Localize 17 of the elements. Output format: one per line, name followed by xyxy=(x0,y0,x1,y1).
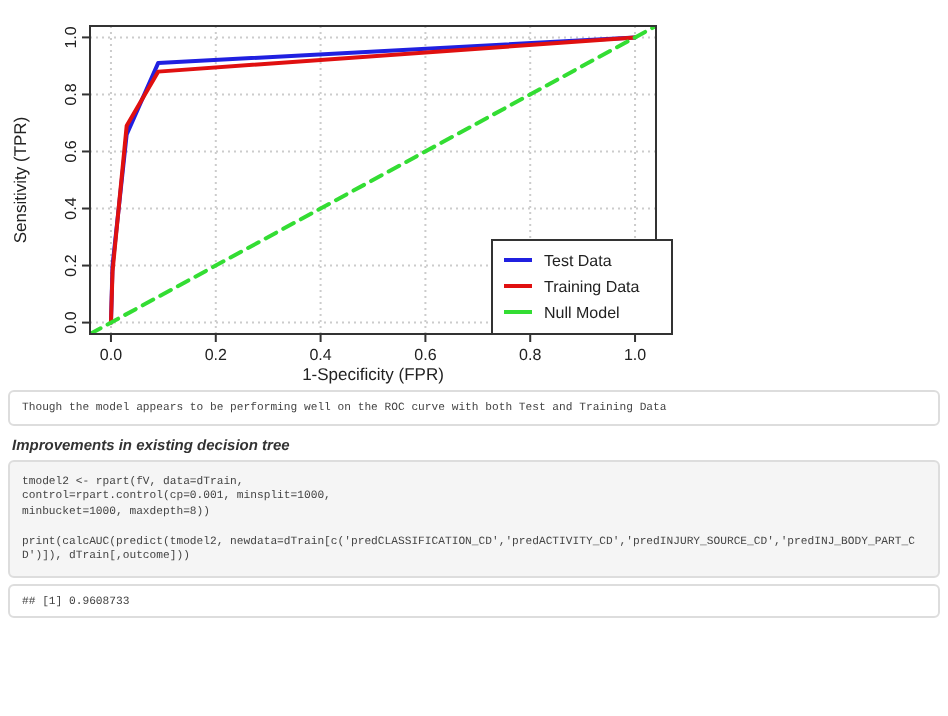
y-tick-label: 1.0 xyxy=(62,25,80,49)
x-tick-label: 1.0 xyxy=(623,346,648,364)
x-axis-title: 1-Specificity (FPR) xyxy=(302,364,445,384)
y-tick-label: 0.2 xyxy=(62,253,80,277)
legend-label: Test Data xyxy=(544,252,613,270)
x-tick-label: 0.6 xyxy=(414,346,438,364)
legend-label: Null Model xyxy=(544,304,621,322)
y-tick-label: 0.6 xyxy=(62,139,80,163)
x-tick-label: 0.4 xyxy=(309,346,333,364)
y-tick-label: 0.8 xyxy=(62,82,80,106)
y-axis-title: Sensitivity (TPR) xyxy=(10,116,30,244)
y-tick-label: 0.0 xyxy=(62,310,80,334)
legend-label: Training Data xyxy=(544,278,641,296)
x-tick-label: 0.8 xyxy=(519,346,543,364)
y-tick-label: 0.4 xyxy=(62,196,80,220)
x-tick-label: 0.2 xyxy=(204,346,228,364)
x-tick-label: 0.0 xyxy=(99,346,124,364)
